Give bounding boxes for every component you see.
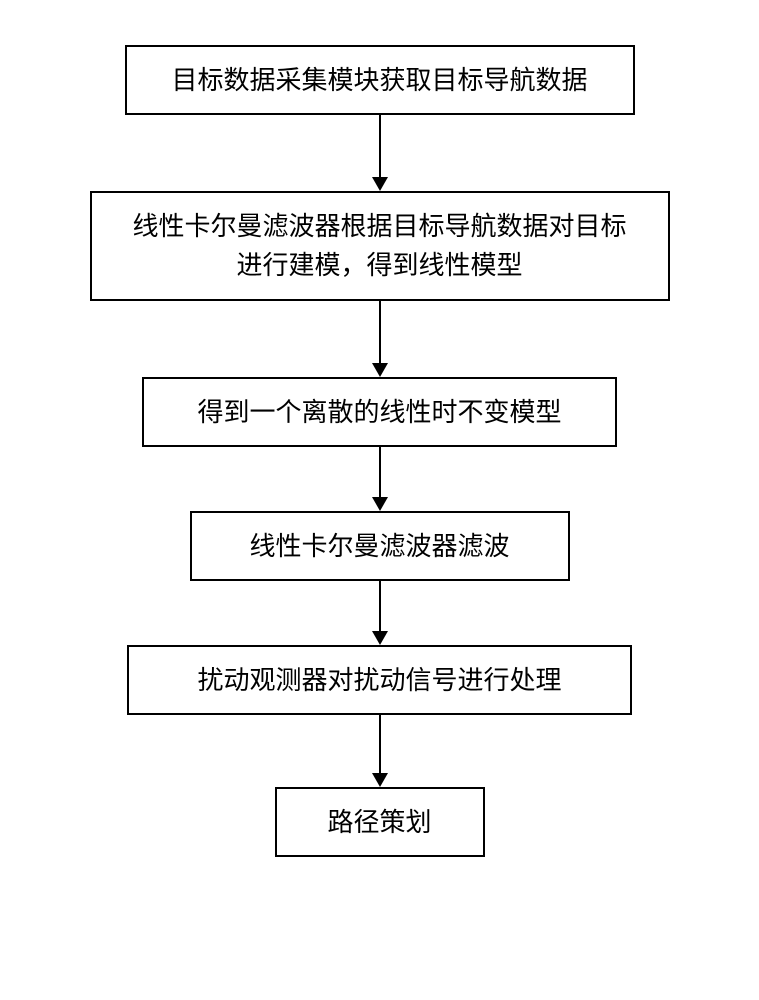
node-text: 路径策划 bbox=[327, 803, 431, 842]
arrow-head-icon bbox=[372, 497, 388, 511]
arrow-line bbox=[379, 715, 381, 773]
node-text-line1: 线性卡尔曼滤波器根据目标导航数据对目标 bbox=[132, 207, 626, 246]
node-text-line2: 进行建模，得到线性模型 bbox=[132, 246, 626, 285]
node-text: 目标数据采集模块获取目标导航数据 bbox=[171, 61, 587, 100]
arrow-head-icon bbox=[372, 363, 388, 377]
node-text: 线性卡尔曼滤波器根据目标导航数据对目标 进行建模，得到线性模型 bbox=[132, 207, 626, 285]
arrow-line bbox=[379, 115, 381, 177]
arrow-line bbox=[379, 301, 381, 363]
arrow-line bbox=[379, 447, 381, 497]
arrow-line bbox=[379, 581, 381, 631]
flowchart-node-3: 得到一个离散的线性时不变模型 bbox=[142, 377, 617, 447]
arrow-head-icon bbox=[372, 177, 388, 191]
flowchart-node-4: 线性卡尔曼滤波器滤波 bbox=[190, 511, 570, 581]
arrow-head-icon bbox=[372, 631, 388, 645]
flowchart-arrow-2 bbox=[372, 301, 388, 377]
flowchart-arrow-3 bbox=[372, 447, 388, 511]
flowchart-node-5: 扰动观测器对扰动信号进行处理 bbox=[127, 645, 632, 715]
flowchart-node-1: 目标数据采集模块获取目标导航数据 bbox=[125, 45, 635, 115]
flowchart-arrow-5 bbox=[372, 715, 388, 787]
arrow-head-icon bbox=[372, 773, 388, 787]
flowchart-arrow-1 bbox=[372, 115, 388, 191]
node-text: 扰动观测器对扰动信号进行处理 bbox=[197, 661, 561, 700]
flowchart-node-2: 线性卡尔曼滤波器根据目标导航数据对目标 进行建模，得到线性模型 bbox=[90, 191, 670, 301]
flowchart-node-6: 路径策划 bbox=[275, 787, 485, 857]
flowchart-arrow-4 bbox=[372, 581, 388, 645]
node-text: 线性卡尔曼滤波器滤波 bbox=[249, 527, 509, 566]
flowchart-container: 目标数据采集模块获取目标导航数据 线性卡尔曼滤波器根据目标导航数据对目标 进行建… bbox=[90, 45, 670, 857]
node-text: 得到一个离散的线性时不变模型 bbox=[197, 393, 561, 432]
